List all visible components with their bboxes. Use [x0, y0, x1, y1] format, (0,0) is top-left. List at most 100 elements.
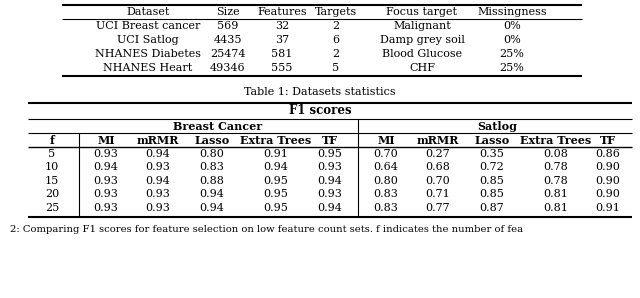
Text: Blood Glucose: Blood Glucose [382, 49, 462, 59]
Text: Lasso: Lasso [474, 134, 509, 145]
Text: 0.81: 0.81 [543, 189, 568, 199]
Text: Satlog: Satlog [477, 120, 517, 131]
Text: 32: 32 [275, 21, 289, 31]
Text: 6: 6 [332, 35, 340, 45]
Text: UCI Satlog: UCI Satlog [117, 35, 179, 45]
Text: 2: 2 [332, 21, 340, 31]
Text: Extra Trees: Extra Trees [241, 134, 312, 145]
Text: 0.91: 0.91 [264, 149, 289, 159]
Text: 0.94: 0.94 [93, 162, 118, 172]
Text: 0.93: 0.93 [145, 189, 170, 199]
Text: 0.71: 0.71 [426, 189, 451, 199]
Text: 0.77: 0.77 [426, 203, 451, 213]
Text: 0.27: 0.27 [426, 149, 451, 159]
Text: 2: 2 [332, 49, 340, 59]
Text: Lasso: Lasso [195, 134, 230, 145]
Text: 0.94: 0.94 [145, 176, 170, 186]
Text: Malignant: Malignant [393, 21, 451, 31]
Text: F1 scores: F1 scores [289, 105, 351, 117]
Text: 0.94: 0.94 [317, 203, 342, 213]
Text: 2: Comparing F1 scores for feature selection on low feature count sets. f indica: 2: Comparing F1 scores for feature selec… [10, 226, 523, 235]
Text: 569: 569 [218, 21, 239, 31]
Text: 0.95: 0.95 [264, 203, 289, 213]
Text: 0.93: 0.93 [93, 203, 118, 213]
Text: 0%: 0% [503, 21, 521, 31]
Text: 0.85: 0.85 [479, 189, 504, 199]
Text: 0.91: 0.91 [596, 203, 620, 213]
Text: 0.80: 0.80 [374, 176, 399, 186]
Text: 0.80: 0.80 [200, 149, 225, 159]
Text: CHF: CHF [409, 63, 435, 73]
Text: 0.70: 0.70 [374, 149, 398, 159]
Text: Extra Trees: Extra Trees [520, 134, 591, 145]
Text: 0.68: 0.68 [426, 162, 451, 172]
Text: 0.94: 0.94 [200, 203, 225, 213]
Text: 0.35: 0.35 [479, 149, 504, 159]
Text: Focus target: Focus target [387, 7, 458, 17]
Text: 25%: 25% [500, 49, 524, 59]
Text: 0.94: 0.94 [200, 189, 225, 199]
Text: Features: Features [257, 7, 307, 17]
Text: 0.94: 0.94 [264, 162, 289, 172]
Text: 0.93: 0.93 [93, 149, 118, 159]
Text: 0.93: 0.93 [145, 162, 170, 172]
Text: 0.64: 0.64 [374, 162, 399, 172]
Text: 0.78: 0.78 [543, 162, 568, 172]
Text: 0.81: 0.81 [543, 203, 568, 213]
Text: 0.95: 0.95 [317, 149, 342, 159]
Text: 0.78: 0.78 [543, 176, 568, 186]
Text: 0.86: 0.86 [596, 149, 620, 159]
Text: 0.08: 0.08 [543, 149, 568, 159]
Text: 0.93: 0.93 [93, 176, 118, 186]
Text: UCI Breast cancer: UCI Breast cancer [96, 21, 200, 31]
Text: Damp grey soil: Damp grey soil [380, 35, 465, 45]
Text: 0.94: 0.94 [317, 176, 342, 186]
Text: NHANES Heart: NHANES Heart [104, 63, 193, 73]
Text: 0.93: 0.93 [145, 203, 170, 213]
Text: mRMR: mRMR [417, 134, 459, 145]
Text: 0.93: 0.93 [317, 189, 342, 199]
Text: 15: 15 [45, 176, 59, 186]
Text: 0.95: 0.95 [264, 176, 289, 186]
Text: 5: 5 [49, 149, 56, 159]
Text: 0.70: 0.70 [426, 176, 451, 186]
Text: 0.87: 0.87 [479, 203, 504, 213]
Text: MI: MI [97, 134, 115, 145]
Text: 25: 25 [45, 203, 59, 213]
Text: f: f [50, 134, 54, 145]
Text: mRMR: mRMR [137, 134, 179, 145]
Text: 0.93: 0.93 [93, 189, 118, 199]
Text: TF: TF [322, 134, 338, 145]
Text: 37: 37 [275, 35, 289, 45]
Text: NHANES Diabetes: NHANES Diabetes [95, 49, 201, 59]
Text: 5: 5 [332, 63, 340, 73]
Text: 0.94: 0.94 [145, 149, 170, 159]
Text: MI: MI [377, 134, 395, 145]
Text: 555: 555 [271, 63, 292, 73]
Text: 0.90: 0.90 [596, 162, 620, 172]
Text: 25474: 25474 [211, 49, 246, 59]
Text: 0%: 0% [503, 35, 521, 45]
Text: 4435: 4435 [214, 35, 243, 45]
Text: 0.88: 0.88 [200, 176, 225, 186]
Text: 0.72: 0.72 [479, 162, 504, 172]
Text: Size: Size [216, 7, 240, 17]
Text: Missingness: Missingness [477, 7, 547, 17]
Text: 581: 581 [271, 49, 292, 59]
Text: 0.85: 0.85 [479, 176, 504, 186]
Text: 0.83: 0.83 [200, 162, 225, 172]
Text: 20: 20 [45, 189, 59, 199]
Text: 0.83: 0.83 [374, 189, 399, 199]
Text: 0.83: 0.83 [374, 203, 399, 213]
Text: 0.90: 0.90 [596, 176, 620, 186]
Text: 0.95: 0.95 [264, 189, 289, 199]
Text: Table 1: Datasets statistics: Table 1: Datasets statistics [244, 87, 396, 97]
Text: TF: TF [600, 134, 616, 145]
Text: 0.90: 0.90 [596, 189, 620, 199]
Text: 10: 10 [45, 162, 59, 172]
Text: Breast Cancer: Breast Cancer [173, 120, 262, 131]
Text: 25%: 25% [500, 63, 524, 73]
Text: Dataset: Dataset [126, 7, 170, 17]
Text: Targets: Targets [315, 7, 357, 17]
Text: 0.93: 0.93 [317, 162, 342, 172]
